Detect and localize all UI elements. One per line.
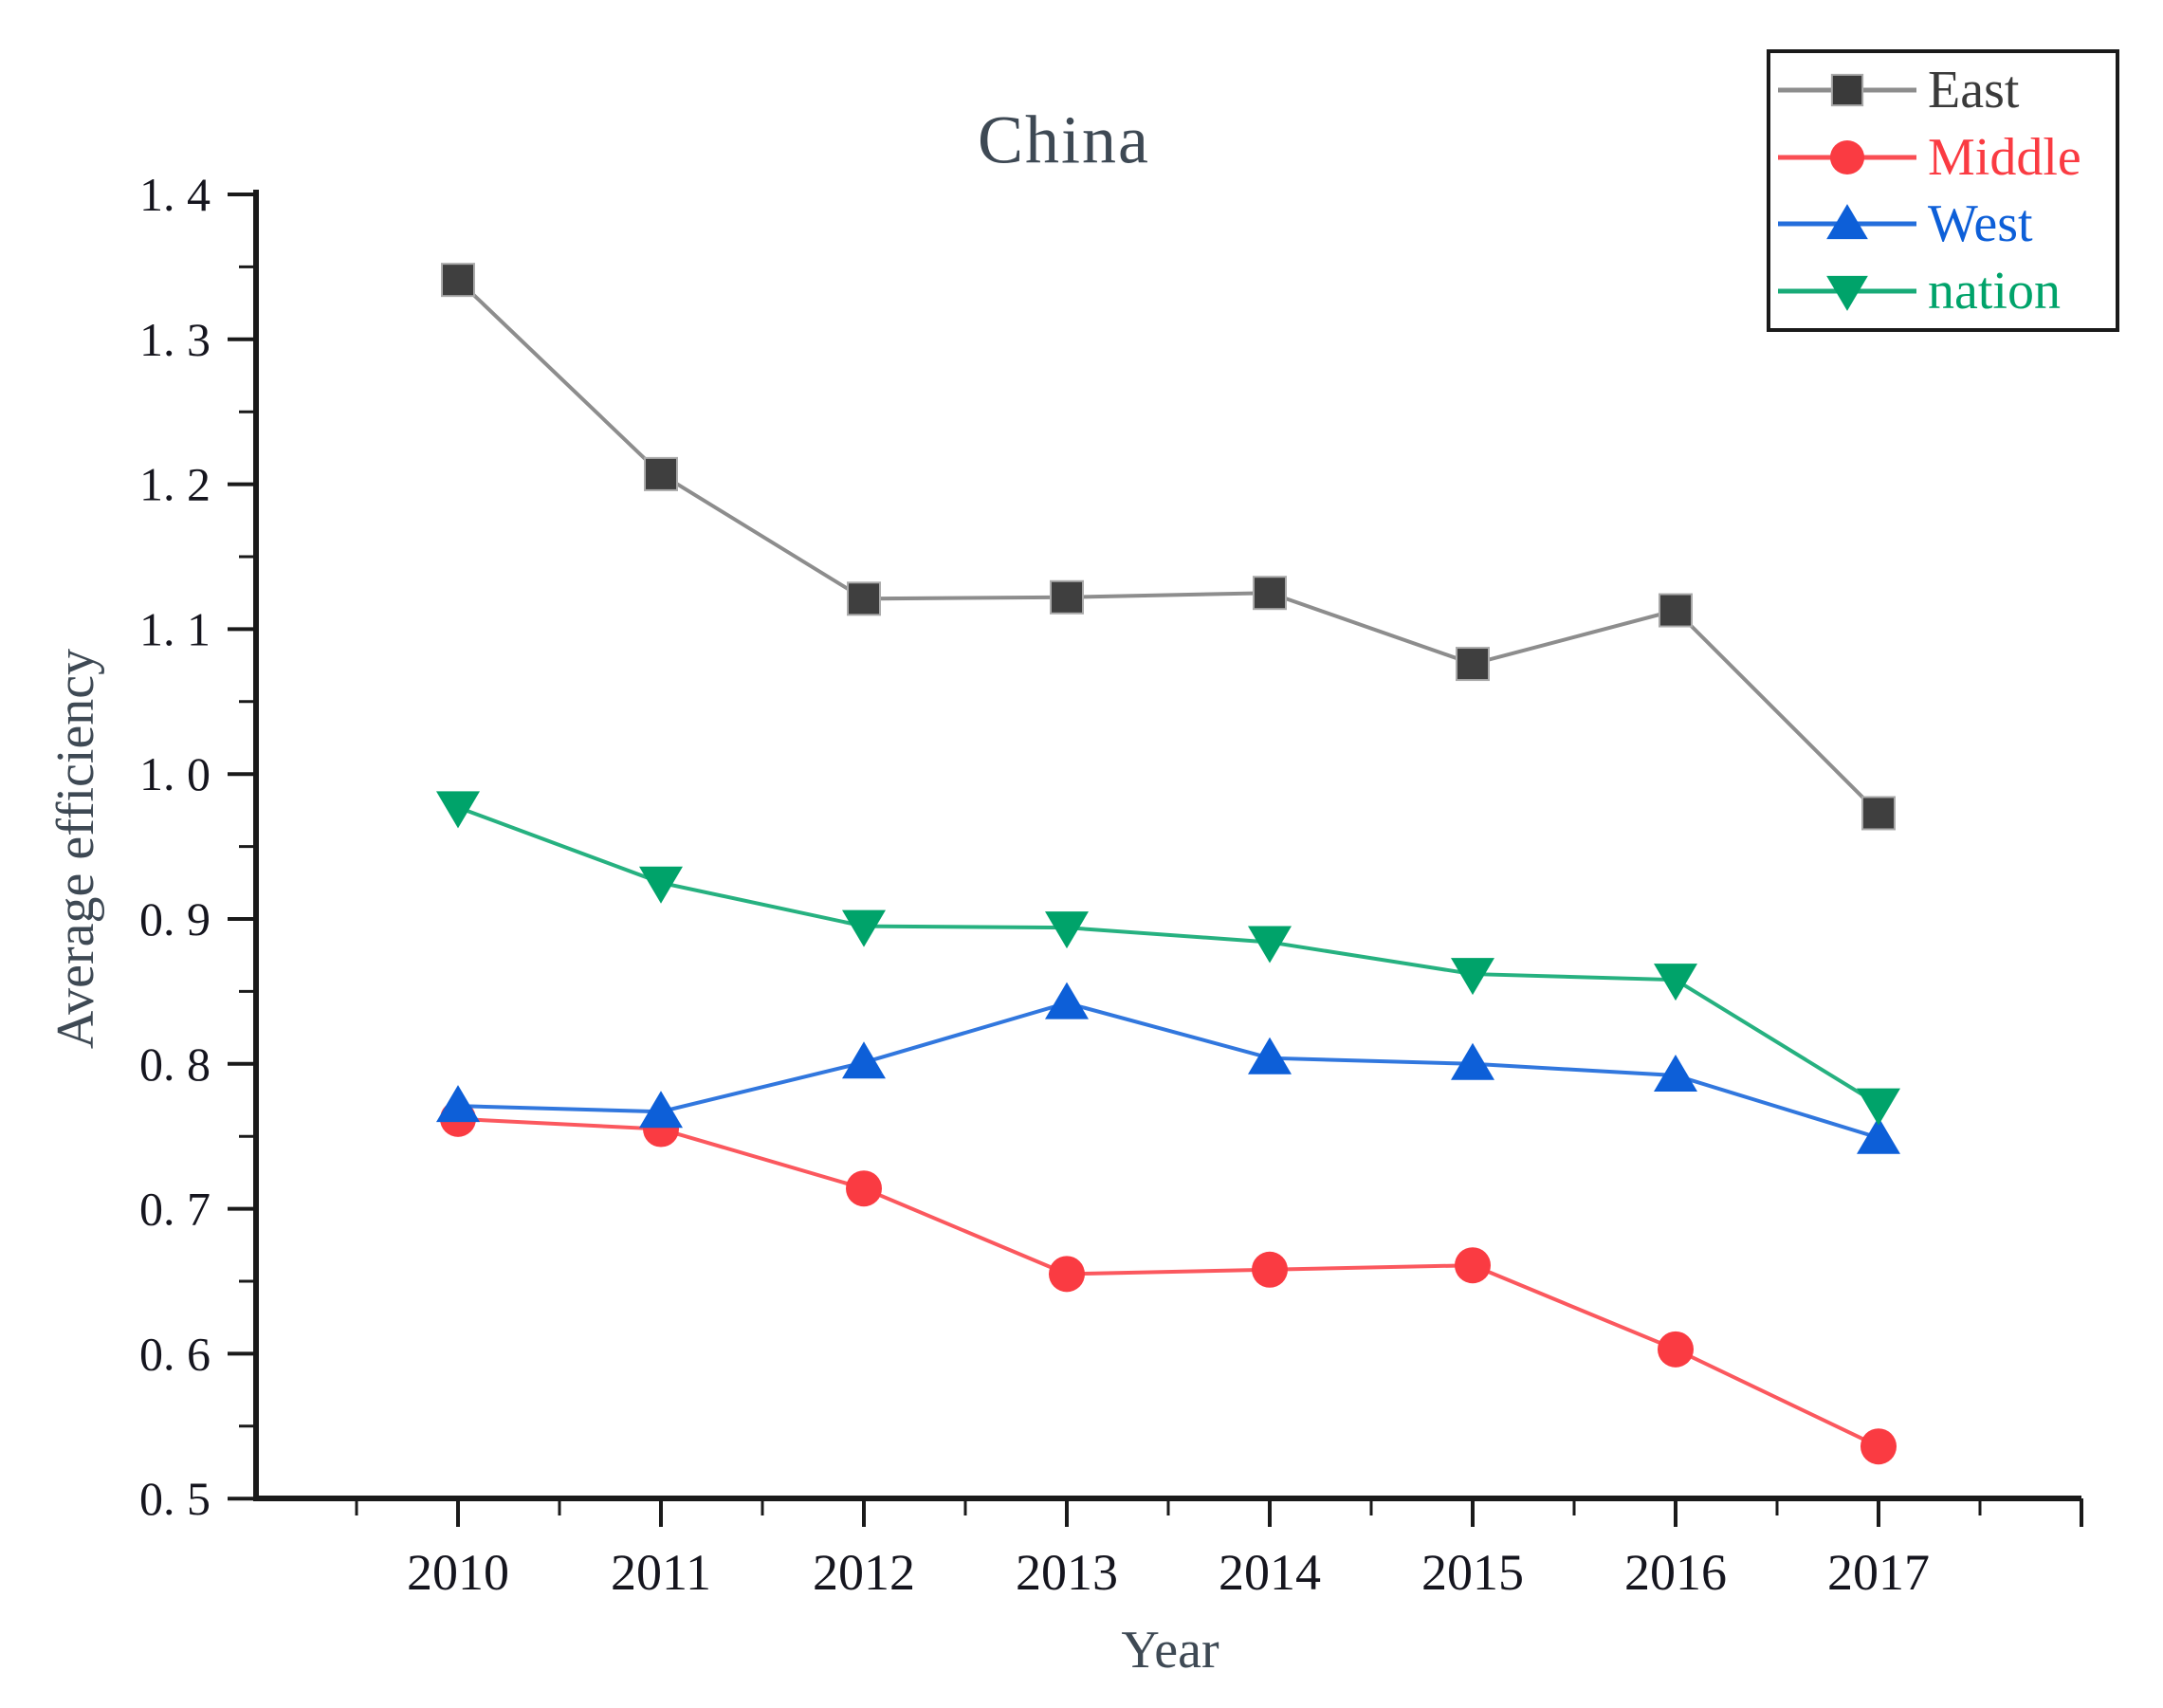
series-line-East (456, 278, 1880, 815)
series-line-nation (457, 805, 1880, 1107)
x-tick-label: 2016 (1624, 1544, 1727, 1601)
y-tick-label: 0. 9 (139, 892, 211, 946)
east-line-square-icon (1778, 74, 1916, 107)
marker-West-2013 (1045, 982, 1089, 1019)
y-tick-label: 0. 5 (139, 1472, 211, 1525)
marker-West-2014 (1248, 1037, 1292, 1074)
legend: East Middle West nation (1767, 49, 2119, 332)
x-axis-title: Year (1121, 1621, 1219, 1680)
x-tick-label: 2011 (611, 1544, 711, 1601)
marker-nation-2013 (1045, 911, 1089, 949)
series-Middle (440, 1100, 1897, 1465)
legend-item-west: West (1776, 197, 2112, 250)
legend-marker-West (1826, 204, 1868, 240)
marker-Middle-2014 (1252, 1251, 1288, 1288)
marker-West-2015 (1451, 1042, 1494, 1080)
marker-Middle-2015 (1455, 1247, 1491, 1284)
marker-East-2011 (644, 456, 678, 491)
x-tick-label: 2014 (1219, 1544, 1321, 1601)
middle-line-circle-icon (1778, 139, 1916, 174)
marker-Middle-2017 (1861, 1428, 1897, 1465)
x-tick-label: 2017 (1827, 1544, 1930, 1601)
marker-East-2014 (1253, 576, 1287, 611)
series-line-West (457, 1001, 1879, 1140)
legend-label-west: West (1928, 194, 2033, 254)
y-tick-label: 0. 7 (139, 1183, 211, 1236)
marker-East-2017 (1861, 796, 1896, 831)
marker-East-2012 (847, 581, 881, 616)
marker-West-2012 (842, 1041, 886, 1079)
marker-nation-2012 (842, 909, 886, 947)
marker-East-2013 (1050, 579, 1084, 615)
y-axis-title: Average efficiency (46, 648, 105, 1050)
y-tick-label: 1. 0 (139, 747, 211, 800)
axes (253, 190, 2081, 1501)
legend-label-nation: nation (1928, 261, 2061, 321)
marker-West-2010 (436, 1085, 480, 1123)
legend-label-middle: Middle (1928, 127, 2081, 187)
marker-nation-2017 (1857, 1088, 1900, 1126)
x-tick-label: 2013 (1016, 1544, 1118, 1601)
y-axis: 1. 4 1. 3 1. 2 1. 1 1. 0 0. 9 0. 8 0. 7 0. 6 0. 5 (139, 168, 256, 1525)
marker-East-2010 (441, 263, 475, 298)
legend-item-middle: Middle (1776, 131, 2112, 184)
series-West (436, 982, 1900, 1154)
marker-nation-2015 (1451, 958, 1494, 996)
legend-marker-East (1830, 74, 1864, 107)
y-tick-label: 1. 2 (139, 458, 211, 511)
marker-nation-2014 (1248, 926, 1292, 964)
legend-marker-Middle (1829, 139, 1865, 174)
y-tick-label: 1. 3 (139, 313, 211, 366)
marker-nation-2011 (639, 866, 683, 904)
marker-Middle-2016 (1658, 1331, 1694, 1368)
x-tick-label: 2015 (1421, 1544, 1524, 1601)
y-tick-label: 1. 4 (139, 168, 211, 221)
y-tick-label: 0. 6 (139, 1327, 211, 1380)
legend-item-east: East (1776, 64, 2112, 117)
marker-West-2016 (1654, 1055, 1697, 1093)
series-nation (436, 791, 1900, 1126)
y-tick-label: 0. 8 (139, 1038, 211, 1091)
nation-line-triangle-down-icon (1778, 275, 1916, 311)
marker-nation-2016 (1654, 964, 1697, 1001)
y-tick-label: 1. 1 (139, 602, 211, 655)
legend-marker-nation (1826, 275, 1868, 311)
x-tick-label: 2012 (813, 1544, 915, 1601)
series-East (441, 263, 1896, 831)
marker-Middle-2013 (1049, 1256, 1085, 1293)
marker-East-2016 (1659, 593, 1693, 628)
legend-label-east: East (1928, 61, 2020, 120)
west-line-triangle-icon (1778, 204, 1916, 240)
x-axis: 2010 2011 2012 2013 2014 2015 2016 2017 (355, 1498, 2083, 1601)
legend-item-nation: nation (1776, 265, 2112, 318)
marker-Middle-2012 (846, 1170, 882, 1207)
series-line-Middle (457, 1116, 1879, 1448)
x-tick-label: 2010 (407, 1544, 509, 1601)
marker-West-2017 (1857, 1116, 1900, 1154)
chart-title: China (978, 101, 1150, 178)
marker-West-2011 (639, 1091, 683, 1129)
marker-East-2015 (1456, 647, 1490, 682)
marker-nation-2010 (436, 791, 480, 829)
